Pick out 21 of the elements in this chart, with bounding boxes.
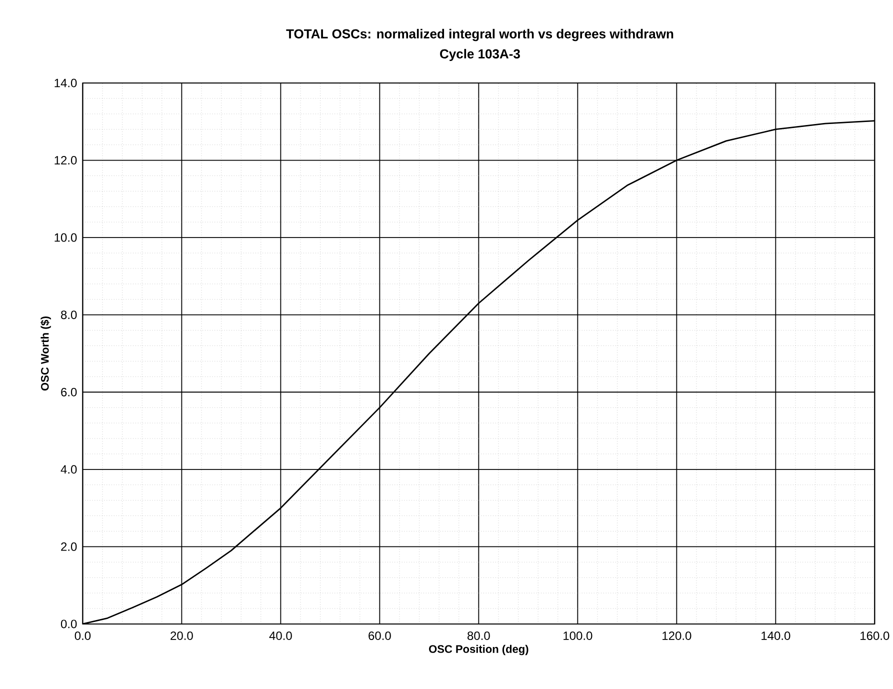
x-tick-label: 40.0 <box>269 632 292 640</box>
x-tick-label: 20.0 <box>170 632 193 640</box>
x-tick-label: 100.0 <box>564 632 592 640</box>
y-tick-label: 14.0 <box>54 78 77 88</box>
y-tick-label: 2.0 <box>61 542 77 551</box>
y-tick-label: 8.0 <box>61 310 77 320</box>
y-tick-label: 6.0 <box>61 388 77 396</box>
y-tick-label: 0.0 <box>60 620 77 628</box>
chart-title: TOTAL OSCs: normalized integral worth vs degrees withdrawn <box>286 28 674 42</box>
y-tick-label: 12.0 <box>54 156 77 165</box>
y-tick-label: 10.0 <box>54 233 77 242</box>
x-axis-title: OSC Position (deg) <box>429 644 528 656</box>
x-tick-label: 0.0 <box>74 632 91 640</box>
x-tick-label: 60.0 <box>368 632 391 640</box>
x-tick-label: 120.0 <box>662 632 692 640</box>
x-tick-label: 140.0 <box>762 632 790 640</box>
chart-subtitle: Cycle 103A-3 <box>440 48 520 62</box>
x-tick-label: 160.0 <box>860 632 890 640</box>
y-axis-title: OSC Worth ($) <box>40 316 51 391</box>
x-tick-label: 80.0 <box>468 632 490 640</box>
y-tick-label: 4.0 <box>60 465 77 474</box>
